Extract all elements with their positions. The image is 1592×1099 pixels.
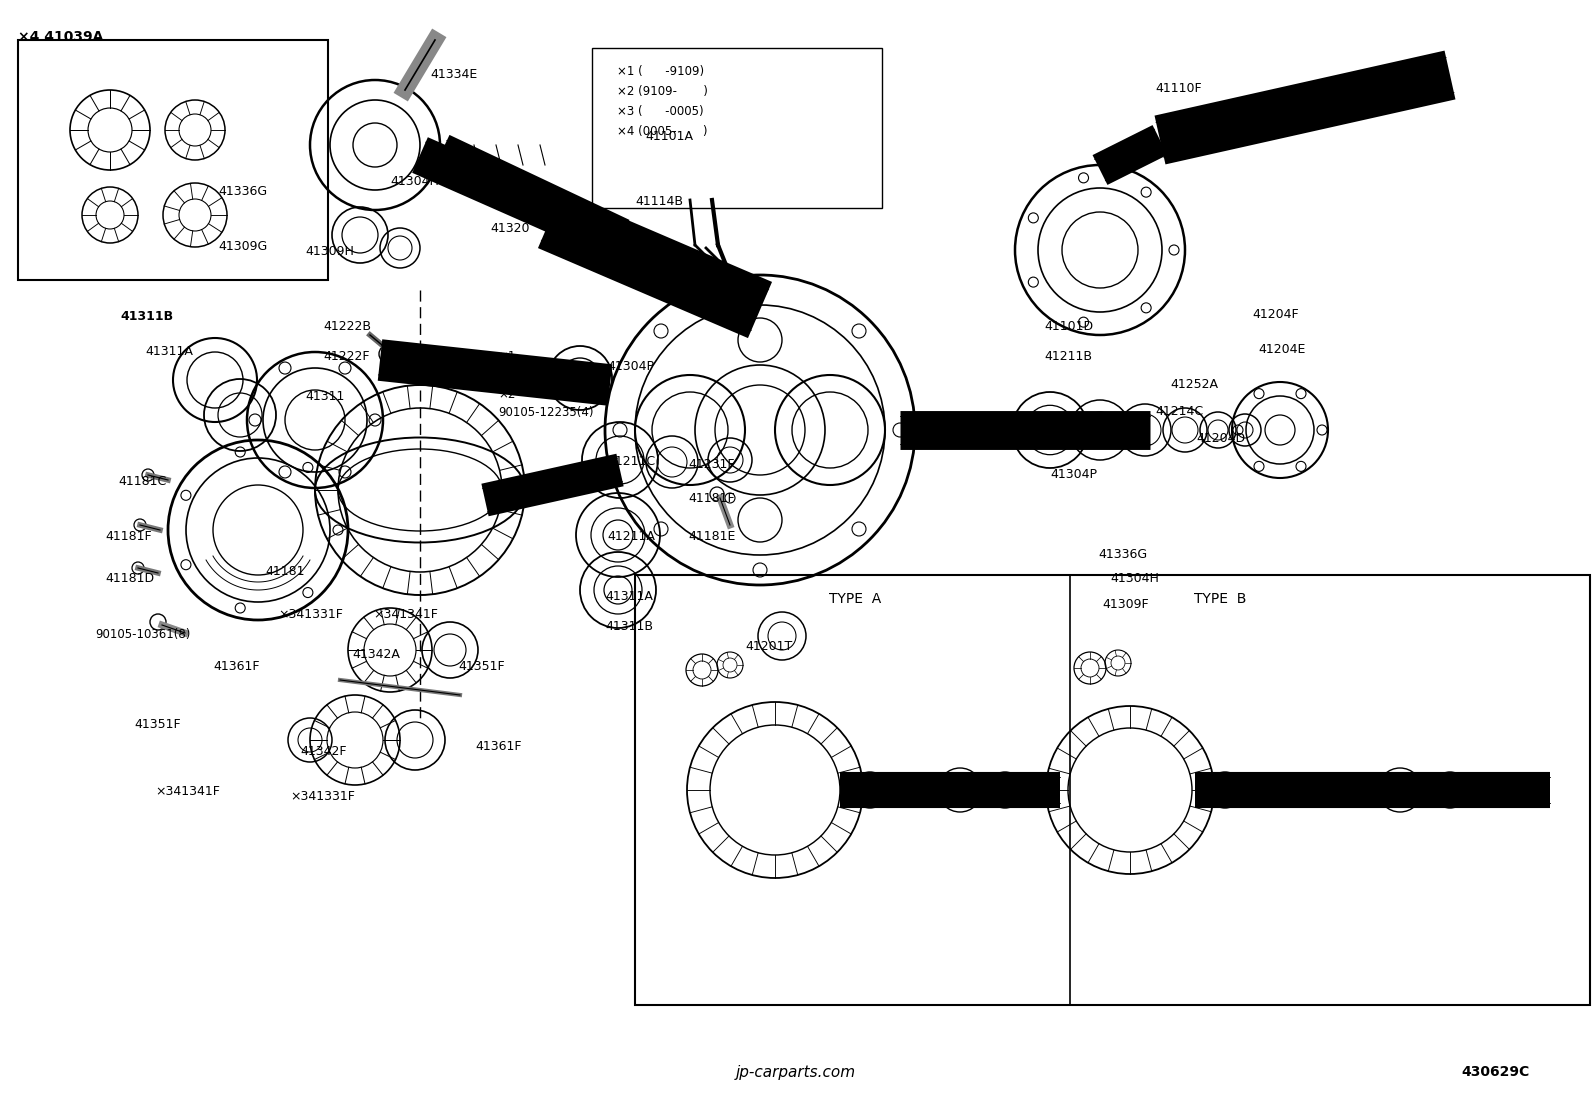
Text: 41309G: 41309G: [218, 240, 267, 253]
Bar: [18, 40, 328, 280]
Text: 41304H: 41304H: [390, 175, 439, 188]
Text: 41309H: 41309H: [306, 245, 353, 258]
Text: 41311: 41311: [306, 390, 344, 403]
Text: 41309F: 41309F: [1102, 598, 1148, 611]
Text: 41304P: 41304P: [1051, 468, 1097, 481]
Text: 41311A: 41311A: [605, 590, 653, 603]
Text: jp-carparts.com: jp-carparts.com: [736, 1065, 856, 1079]
Text: ×341331F: ×341331F: [279, 608, 342, 621]
Bar: [635, 575, 1590, 1004]
Text: 41181F: 41181F: [688, 492, 734, 506]
Text: ×1: ×1: [498, 349, 516, 363]
Text: 430629C: 430629C: [1461, 1065, 1530, 1079]
Text: ×3 (      -0005): ×3 ( -0005): [618, 106, 704, 118]
Text: 41204E: 41204E: [1258, 343, 1305, 356]
Text: 41342A: 41342A: [352, 648, 400, 660]
Text: ×1 (      -9109): ×1 ( -9109): [618, 65, 704, 78]
Text: 41304P: 41304P: [607, 360, 654, 373]
Text: 41231F: 41231F: [688, 458, 734, 471]
Text: 41361F: 41361F: [474, 740, 522, 753]
Text: ×2 (9109-       ): ×2 (9109- ): [618, 85, 708, 98]
Text: 41252A: 41252A: [1170, 378, 1218, 391]
Text: 41342F: 41342F: [299, 745, 347, 758]
Text: 41222B: 41222B: [323, 320, 371, 333]
Text: ×341341F: ×341341F: [373, 608, 438, 621]
Text: 41110F: 41110F: [1156, 82, 1202, 95]
Text: 41222F: 41222F: [323, 349, 369, 363]
Text: 90105-12235(4): 90105-12235(4): [498, 406, 594, 419]
Text: 41181: 41181: [264, 565, 304, 578]
Text: 41304H: 41304H: [1110, 571, 1159, 585]
Text: ×2: ×2: [498, 388, 516, 401]
Text: ×4 41039A: ×4 41039A: [18, 30, 103, 44]
Text: 41101A: 41101A: [645, 130, 693, 143]
Text: 90105-10361(8): 90105-10361(8): [96, 628, 191, 641]
Text: ×341331F: ×341331F: [290, 790, 355, 803]
Text: 41204F: 41204F: [1251, 308, 1299, 321]
Text: TYPE  B: TYPE B: [1194, 592, 1247, 606]
Text: 41211C: 41211C: [607, 455, 656, 468]
Text: 41311B: 41311B: [119, 310, 174, 323]
Text: 41351F: 41351F: [458, 660, 505, 673]
Text: 41351F: 41351F: [134, 718, 180, 731]
Text: ×341341F: ×341341F: [154, 785, 220, 798]
Text: 41311A: 41311A: [145, 345, 193, 358]
Bar: [592, 48, 882, 208]
Text: 41361F: 41361F: [213, 660, 259, 673]
Text: 41336G: 41336G: [1098, 548, 1148, 560]
Text: 41201T: 41201T: [745, 640, 793, 653]
Text: 41181D: 41181D: [105, 571, 154, 585]
Text: TYPE  A: TYPE A: [829, 592, 880, 606]
Text: 41101D: 41101D: [1044, 320, 1094, 333]
Text: ×4 (0005-       ): ×4 (0005- ): [618, 125, 707, 138]
Text: 41334E: 41334E: [430, 68, 478, 81]
Text: 41204D: 41204D: [1196, 432, 1245, 445]
Text: 41114B: 41114B: [635, 195, 683, 208]
Text: 41336G: 41336G: [218, 185, 267, 198]
Text: 41211A: 41211A: [607, 530, 654, 543]
Text: 41320: 41320: [490, 222, 530, 235]
Text: 41311B: 41311B: [605, 620, 653, 633]
Text: 41181C: 41181C: [118, 475, 166, 488]
Text: 41211B: 41211B: [1044, 349, 1092, 363]
Text: 90105-12106(4): 90105-12106(4): [498, 368, 594, 381]
Text: 41181F: 41181F: [105, 530, 151, 543]
Text: 41181E: 41181E: [688, 530, 736, 543]
Text: 41214C: 41214C: [1156, 406, 1204, 418]
